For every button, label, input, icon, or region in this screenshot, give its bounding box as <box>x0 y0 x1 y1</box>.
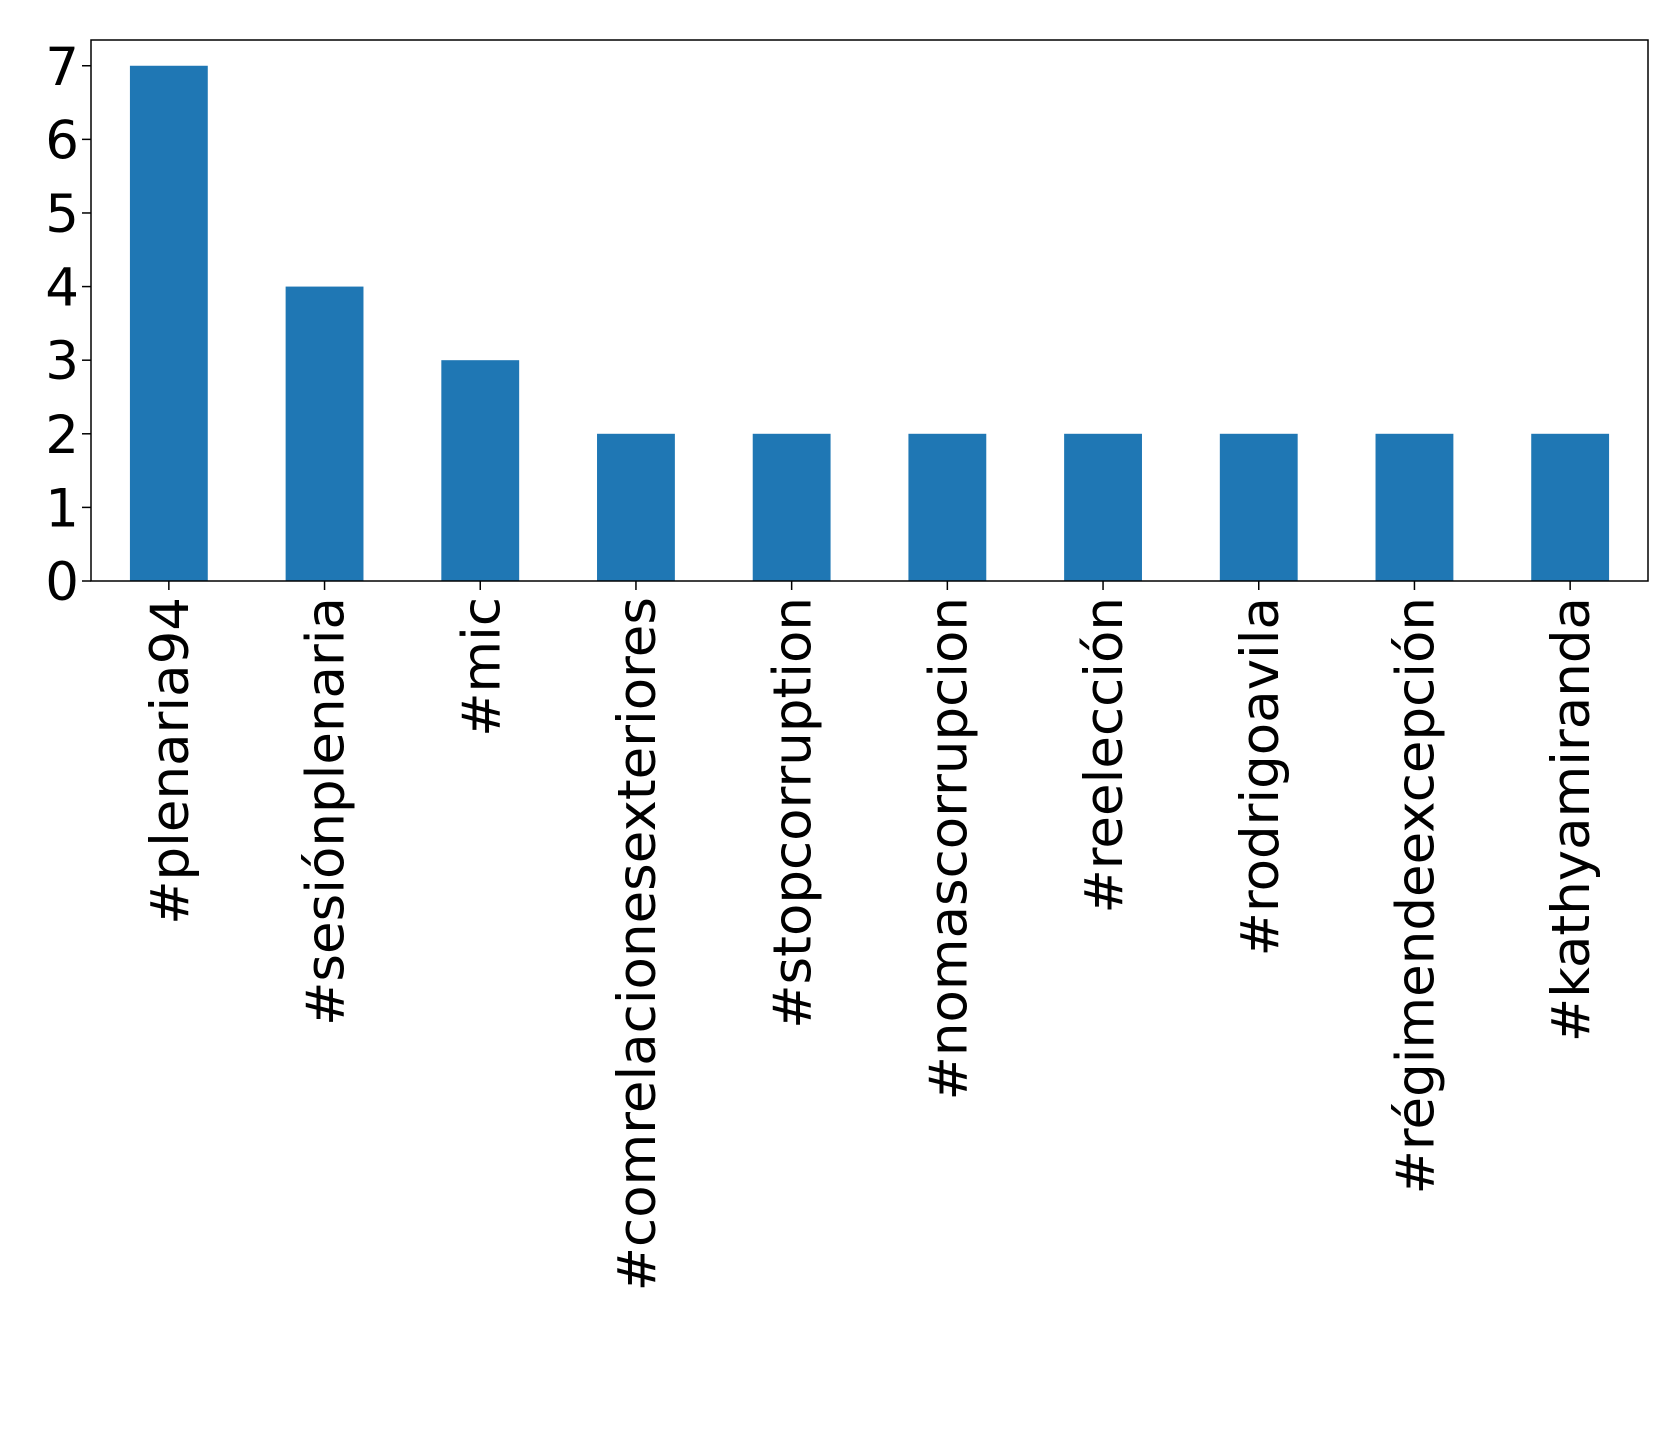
plot-frame <box>90 39 1649 582</box>
x-tick-label: #kathyamiranda <box>1541 597 1602 1042</box>
y-tick-label: 4 <box>45 258 79 319</box>
y-tick-label: 1 <box>45 478 79 539</box>
bar <box>1375 433 1454 581</box>
bar <box>752 433 831 581</box>
x-tick-label: #mic <box>451 597 512 737</box>
bar <box>1064 433 1142 581</box>
x-tick-label: #comrelacionesexteriores <box>607 597 668 1291</box>
y-tick-label: 2 <box>45 405 79 466</box>
y-tick-label: 0 <box>45 552 79 613</box>
x-tick-label: #plenaria94 <box>140 597 201 925</box>
bar <box>908 433 987 581</box>
y-tick-label: 3 <box>45 331 79 392</box>
bar <box>285 286 364 581</box>
y-tick-label: 7 <box>45 37 79 98</box>
x-tick-label: #rodrigoavila <box>1230 597 1291 956</box>
x-tick-label: #sesiónplenaria <box>296 597 357 1026</box>
x-tick-label: #nomascorrupcion <box>918 597 979 1100</box>
x-tick-label: #régimendeexcepción <box>1385 597 1446 1194</box>
bar <box>129 65 208 581</box>
bar <box>441 360 520 581</box>
x-tick-label: #stopcorruption <box>763 597 824 1029</box>
x-tick-label: #reelección <box>1074 597 1135 914</box>
bar <box>1219 433 1298 581</box>
bar <box>597 433 675 581</box>
bar <box>1531 433 1610 581</box>
y-tick-label: 6 <box>45 110 79 171</box>
y-tick-label: 5 <box>45 184 79 245</box>
